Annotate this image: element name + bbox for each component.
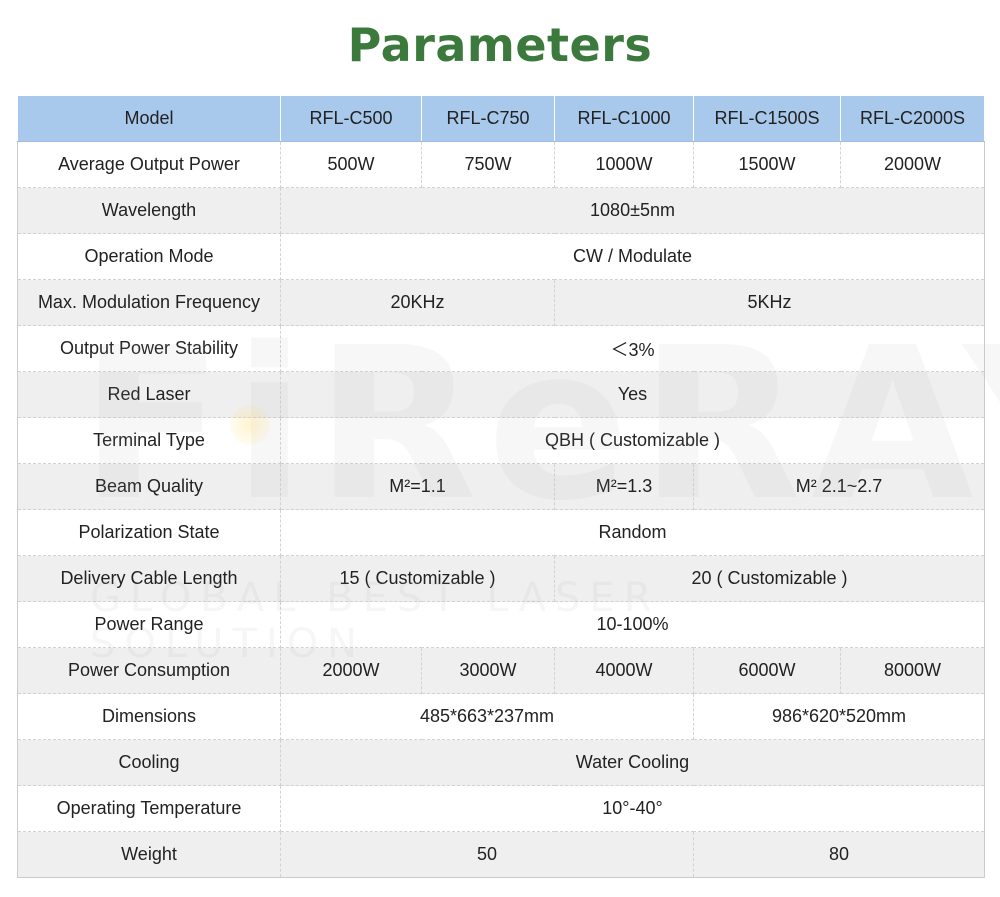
row-label: Cooling <box>17 739 281 786</box>
row-label: Weight <box>17 831 281 878</box>
cell-value: 485*663*237mm <box>280 693 694 740</box>
cell-value: 8000W <box>840 647 985 694</box>
row-label: Delivery Cable Length <box>17 555 281 602</box>
cell-value: CW / Modulate <box>280 233 985 280</box>
row-max-modulation-frequency: Max. Modulation Frequency 20KHz 5KHz <box>17 279 985 326</box>
row-cooling: Cooling Water Cooling <box>17 739 985 786</box>
parameters-table-container: Model RFL-C500 RFL-C750 RFL-C1000 RFL-C1… <box>17 95 985 878</box>
header-label-model: Model <box>17 95 281 142</box>
cell-value: 3000W <box>421 647 555 694</box>
row-label: Power Consumption <box>17 647 281 694</box>
row-label: Beam Quality <box>17 463 281 510</box>
cell-value: ＜3% <box>280 325 985 372</box>
cell-value: 6000W <box>693 647 841 694</box>
cell-value: 1080±5nm <box>280 187 985 234</box>
row-delivery-cable-length: Delivery Cable Length 15 ( Customizable … <box>17 555 985 602</box>
row-operation-mode: Operation Mode CW / Modulate <box>17 233 985 280</box>
cell-value: 1000W <box>554 141 694 188</box>
cell-value: 2000W <box>280 647 422 694</box>
row-wavelength: Wavelength 1080±5nm <box>17 187 985 234</box>
cell-value: 5KHz <box>554 279 985 326</box>
cell-value: 4000W <box>554 647 694 694</box>
row-label: Operation Mode <box>17 233 281 280</box>
row-label: Average Output Power <box>17 141 281 188</box>
parameters-table: Model RFL-C500 RFL-C750 RFL-C1000 RFL-C1… <box>17 95 985 878</box>
page-title: Parameters <box>347 18 653 72</box>
row-output-power-stability: Output Power Stability ＜3% <box>17 325 985 372</box>
model-rfl-c500: RFL-C500 <box>280 95 422 142</box>
model-rfl-c2000s: RFL-C2000S <box>840 95 985 142</box>
model-rfl-c1500s: RFL-C1500S <box>693 95 841 142</box>
cell-value: 10°-40° <box>280 785 985 832</box>
header-row: Model RFL-C500 RFL-C750 RFL-C1000 RFL-C1… <box>17 95 985 142</box>
row-power-range: Power Range 10-100% <box>17 601 985 648</box>
row-terminal-type: Terminal Type QBH ( Customizable ) <box>17 417 985 464</box>
row-label: Output Power Stability <box>17 325 281 372</box>
model-rfl-c750: RFL-C750 <box>421 95 555 142</box>
cell-value: QBH ( Customizable ) <box>280 417 985 464</box>
cell-value: 20 ( Customizable ) <box>554 555 985 602</box>
row-operating-temperature: Operating Temperature 10°-40° <box>17 785 985 832</box>
cell-value: 986*620*520mm <box>693 693 985 740</box>
cell-value: 10-100% <box>280 601 985 648</box>
cell-value: 1500W <box>693 141 841 188</box>
row-average-output-power: Average Output Power 500W 750W 1000W 150… <box>17 141 985 188</box>
row-label: Terminal Type <box>17 417 281 464</box>
row-label: Polarization State <box>17 509 281 556</box>
cell-value: M²=1.3 <box>554 463 694 510</box>
cell-value: Water Cooling <box>280 739 985 786</box>
cell-value: Random <box>280 509 985 556</box>
row-dimensions: Dimensions 485*663*237mm 986*620*520mm <box>17 693 985 740</box>
row-red-laser: Red Laser Yes <box>17 371 985 418</box>
cell-value: 750W <box>421 141 555 188</box>
cell-value: Yes <box>280 371 985 418</box>
row-label: Power Range <box>17 601 281 648</box>
row-label: Max. Modulation Frequency <box>17 279 281 326</box>
row-power-consumption: Power Consumption 2000W 3000W 4000W 6000… <box>17 647 985 694</box>
row-label: Operating Temperature <box>17 785 281 832</box>
row-weight: Weight 50 80 <box>17 831 985 878</box>
cell-value: 500W <box>280 141 422 188</box>
cell-value: M²=1.1 <box>280 463 555 510</box>
row-label: Dimensions <box>17 693 281 740</box>
model-rfl-c1000: RFL-C1000 <box>554 95 694 142</box>
cell-value: 15 ( Customizable ) <box>280 555 555 602</box>
row-label: Wavelength <box>17 187 281 234</box>
cell-value: 2000W <box>840 141 985 188</box>
cell-value: 50 <box>280 831 694 878</box>
row-polarization-state: Polarization State Random <box>17 509 985 556</box>
cell-value: 20KHz <box>280 279 555 326</box>
cell-value: 80 <box>693 831 985 878</box>
row-label: Red Laser <box>17 371 281 418</box>
row-beam-quality: Beam Quality M²=1.1 M²=1.3 M² 2.1~2.7 <box>17 463 985 510</box>
cell-value: M² 2.1~2.7 <box>693 463 985 510</box>
